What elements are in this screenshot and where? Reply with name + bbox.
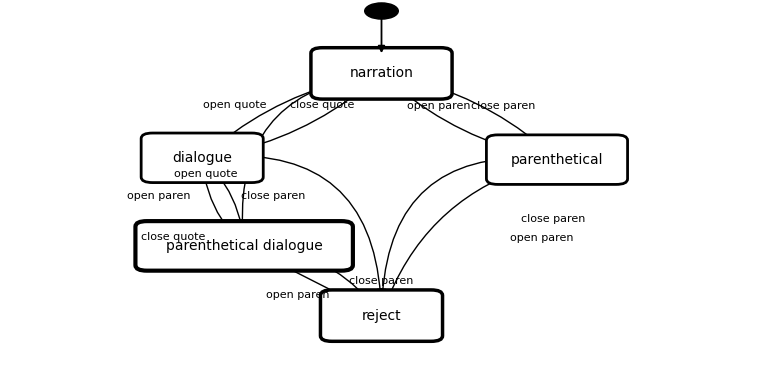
Text: close paren: close paren	[472, 101, 536, 110]
Text: open paren: open paren	[266, 290, 330, 301]
Text: close paren: close paren	[349, 276, 414, 286]
Text: dialogue: dialogue	[172, 151, 232, 165]
Text: open quote: open quote	[203, 99, 266, 110]
FancyBboxPatch shape	[141, 133, 263, 183]
Text: narration: narration	[349, 66, 414, 80]
FancyBboxPatch shape	[311, 48, 452, 99]
Text: reject: reject	[362, 309, 401, 323]
Text: parenthetical dialogue: parenthetical dialogue	[166, 239, 323, 253]
FancyBboxPatch shape	[136, 221, 353, 271]
Text: close quote: close quote	[141, 232, 206, 242]
FancyBboxPatch shape	[487, 135, 627, 185]
Text: open paren: open paren	[127, 191, 190, 201]
Text: open paren: open paren	[407, 101, 471, 110]
FancyBboxPatch shape	[320, 290, 443, 341]
Text: close paren: close paren	[521, 214, 585, 224]
Text: open quote: open quote	[174, 169, 238, 179]
Text: open paren: open paren	[510, 233, 574, 243]
Circle shape	[365, 3, 398, 19]
Text: close paren: close paren	[240, 191, 305, 201]
Text: parenthetical: parenthetical	[510, 153, 604, 167]
Text: close quote: close quote	[290, 100, 355, 110]
